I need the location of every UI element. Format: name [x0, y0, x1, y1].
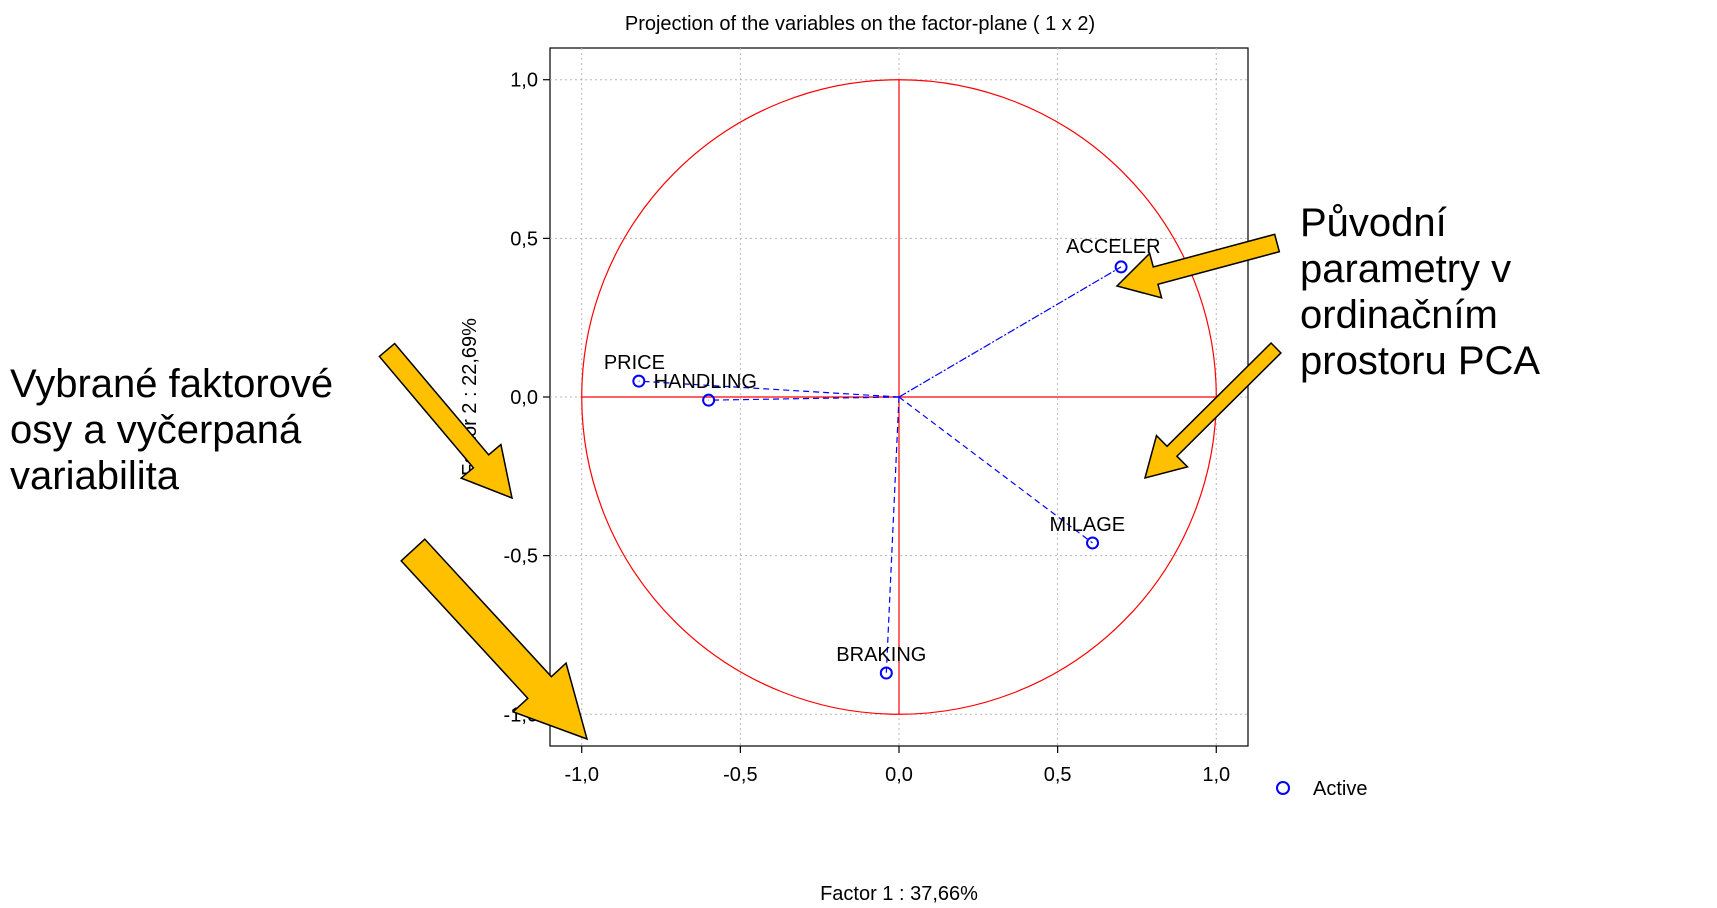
point-label: MILAGE — [1050, 514, 1126, 536]
tick-label-y: 1,0 — [510, 70, 538, 92]
data-point — [702, 393, 716, 407]
data-point — [632, 374, 646, 388]
loading-vectors — [638, 266, 1122, 674]
yellow-arrow-icon — [378, 342, 514, 500]
annotation-original-parameters: Původní parametry v ordinačním prostoru … — [1300, 201, 1541, 383]
data-points — [632, 260, 1128, 680]
vector-line — [898, 266, 1122, 398]
data-point — [879, 666, 893, 680]
tick-labels: -1,0-0,50,00,51,01,00,50,0-0,5-1,0 — [504, 70, 1231, 786]
annotation-arrows — [378, 233, 1282, 741]
point-label: PRICE — [604, 352, 665, 374]
point-label: BRAKING — [836, 644, 926, 666]
data-point — [1114, 260, 1128, 274]
legend-label: Active — [1313, 778, 1367, 800]
x-axis-label: Factor 1 : 37,66% — [820, 883, 978, 905]
tick-label-x: -0,5 — [723, 764, 757, 786]
data-point — [1086, 536, 1100, 550]
tick-label-y: -0,5 — [504, 546, 538, 568]
vector-line — [708, 396, 900, 401]
yellow-arrow-icon — [1115, 233, 1281, 299]
yellow-arrow-icon — [400, 538, 589, 741]
point-label: HANDLING — [654, 371, 757, 393]
vector-line — [885, 396, 900, 674]
legend: Active — [1276, 778, 1367, 800]
yellow-arrow-icon — [1143, 341, 1282, 480]
tick-label-x: -1,0 — [564, 764, 598, 786]
tick-label-x: 0,0 — [885, 764, 913, 786]
vector-line — [638, 380, 900, 398]
tick-label-x: 0,5 — [1044, 764, 1072, 786]
point-label: ACCELER — [1066, 236, 1160, 258]
annotation-factor-axes: Vybrané faktorové osy a vyčerpaná variab… — [10, 362, 334, 498]
tick-label-x: 1,0 — [1202, 764, 1230, 786]
tick-label-y: 0,0 — [510, 387, 538, 409]
tick-label-y: 0,5 — [510, 228, 538, 250]
legend-marker — [1276, 781, 1290, 795]
vector-line — [898, 396, 1093, 544]
chart-title: Projection of the variables on the facto… — [625, 13, 1095, 35]
